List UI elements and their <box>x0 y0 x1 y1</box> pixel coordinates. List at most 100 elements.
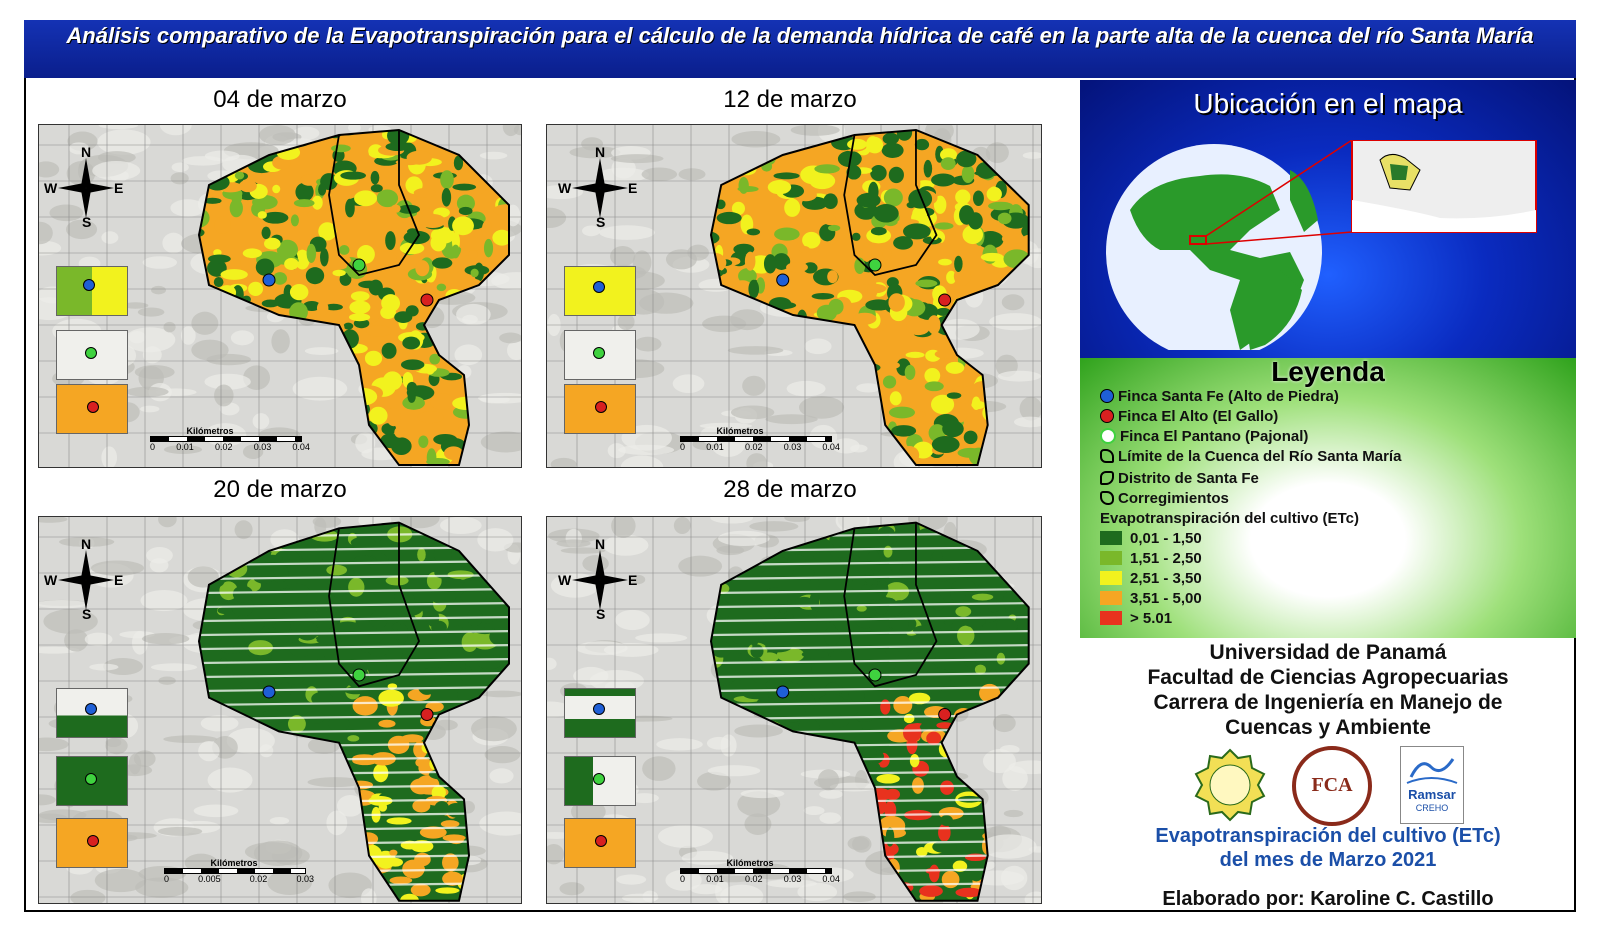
fca-logo-text: FCA <box>1311 774 1353 796</box>
location-title: Ubicación en el mapa <box>1193 88 1463 119</box>
inset-alto-3 <box>56 818 128 868</box>
inset-santa-fe-3 <box>56 688 128 738</box>
scale-tick: 0.03 <box>296 874 314 884</box>
scale-tick: 0.04 <box>822 442 840 452</box>
map-graphic-4 <box>547 517 1041 903</box>
legend-class-1: 0,01 - 1,50 <box>1100 528 1202 548</box>
compass-w: W <box>558 180 572 196</box>
legend-class-2: 1,51 - 2,50 <box>1100 548 1202 568</box>
scale-tick: 0.04 <box>822 874 840 884</box>
scale-bar-4: Kilómetros 0 0.01 0.02 0.03 0.04 <box>680 858 850 884</box>
compass-n: N <box>81 144 92 160</box>
district-outline-icon <box>1100 471 1114 485</box>
north-arrow-4: N S E W <box>558 536 640 622</box>
santa-fe-dot <box>83 279 95 291</box>
legend-item-santa-fe: Finca Santa Fe (Alto de Piedra) <box>1100 386 1339 406</box>
legend-class-3: 2,51 - 3,50 <box>1100 568 1202 588</box>
legend-panel <box>1080 358 1576 638</box>
fca-logo: FCA <box>1292 746 1372 826</box>
corregimiento-outline-icon <box>1100 491 1114 505</box>
map-title-4: 28 de marzo <box>723 476 857 503</box>
inset-santa-fe-4 <box>564 688 636 738</box>
compass-e: E <box>114 180 124 196</box>
scale-tick: 0 <box>164 874 170 884</box>
scale-tick: 0.01 <box>706 874 724 884</box>
inset-alto-1 <box>56 384 128 434</box>
compass-e: E <box>114 572 124 588</box>
legend-item-el-alto: Finca El Alto (El Gallo) <box>1100 406 1278 426</box>
inset-pantano-1 <box>56 330 128 380</box>
institution-line-4: Cuencas y Ambiente <box>1225 716 1431 739</box>
santa-fe-dot <box>593 281 605 293</box>
north-arrow-1: N S E W <box>44 144 126 230</box>
alto-dot <box>87 835 99 847</box>
scale-tick: 0.03 <box>253 442 272 452</box>
ramsar-text: Ramsar <box>1408 787 1456 802</box>
legend-title: Leyenda <box>1271 356 1385 387</box>
alto-dot <box>595 401 607 413</box>
inset-alto-2 <box>564 384 636 434</box>
inset-pantano-4 <box>564 756 636 806</box>
compass-s: S <box>596 606 606 622</box>
map-title-2: 12 de marzo <box>723 86 857 113</box>
scale-tick: 0.02 <box>249 874 268 884</box>
blue-dot-icon <box>1100 389 1114 403</box>
institution-line-3: Carrera de Ingeniería en Manejo de <box>1153 691 1503 714</box>
globe-graphic <box>1106 140 1537 350</box>
map-graphic-2 <box>547 125 1041 467</box>
compass-s: S <box>82 606 92 622</box>
scale-label: Kilómetros <box>726 858 774 868</box>
map-title-1: 04 de marzo <box>213 86 347 113</box>
swatch-red <box>1100 611 1122 625</box>
scale-tick: 0.02 <box>214 442 233 452</box>
compass-w: W <box>558 572 572 588</box>
scale-label: Kilómetros <box>716 426 764 436</box>
map-panel-2 <box>546 124 1042 468</box>
scale-tick: 0.02 <box>744 874 763 884</box>
pantano-dot <box>593 773 605 785</box>
legend-item-distrito: Distrito de Santa Fe <box>1100 468 1259 488</box>
pantano-dot <box>85 773 97 785</box>
swatch-orange <box>1100 591 1122 605</box>
compass-s: S <box>596 214 606 230</box>
legend-item-cuenca: Límite de la Cuenca del Río Santa María <box>1100 446 1401 466</box>
scale-tick: 0.005 <box>198 874 221 884</box>
legend-item-pantano: Finca El Pantano (Pajonal) <box>1100 426 1308 446</box>
scale-tick: 0.03 <box>783 874 802 884</box>
etc-caption: Evapotranspiración del cultivo (ETc) del… <box>1080 824 1576 872</box>
legend-etc-title: Evapotranspiración del cultivo (ETc) <box>1100 509 1359 527</box>
scale-bar-1: Kilómetros 0 0.01 0.02 0.03 0.04 <box>150 426 320 452</box>
institution-line-1: Universidad de Panamá <box>1209 641 1447 664</box>
ramsar-creho-logo: Ramsar CREHO <box>1400 746 1464 824</box>
scale-tick: 0.01 <box>706 442 724 452</box>
scale-tick: 0.03 <box>783 442 802 452</box>
pantano-dot <box>85 347 97 359</box>
scale-tick: 0.01 <box>176 442 194 452</box>
swatch-light-green <box>1100 551 1122 565</box>
compass-n: N <box>595 536 606 552</box>
caption-line-2: del mes de Marzo 2021 <box>1219 849 1437 871</box>
scale-tick: 0.02 <box>744 442 763 452</box>
compass-w: W <box>44 572 58 588</box>
north-arrow-3: N S E W <box>44 536 126 622</box>
inset-santa-fe-2 <box>564 266 636 316</box>
inset-alto-4 <box>564 818 636 868</box>
legend-class-5: > 5.01 <box>1100 608 1172 628</box>
map-panel-4 <box>546 516 1042 904</box>
scale-tick: 0.04 <box>292 442 310 452</box>
legend-class-4: 3,51 - 5,00 <box>1100 588 1202 608</box>
scale-bar-2: Kilómetros 0 0.01 0.02 0.03 0.04 <box>680 426 850 452</box>
scale-tick: 0 <box>680 442 686 452</box>
santa-fe-dot <box>85 703 97 715</box>
creho-text: CREHO <box>1415 803 1449 813</box>
compass-n: N <box>595 144 606 160</box>
santa-fe-dot <box>593 703 605 715</box>
green-circle-icon <box>1100 428 1116 444</box>
institution-line-2: Facultad de Ciencias Agropecuarias <box>1147 666 1509 689</box>
author-credit: Elaborado por: Karoline C. Castillo <box>1162 888 1494 910</box>
compass-e: E <box>628 180 638 196</box>
compass-n: N <box>81 536 92 552</box>
inset-pantano-2 <box>564 330 636 380</box>
inset-santa-fe-1 <box>56 266 128 316</box>
boundary-outline-icon <box>1100 449 1114 463</box>
